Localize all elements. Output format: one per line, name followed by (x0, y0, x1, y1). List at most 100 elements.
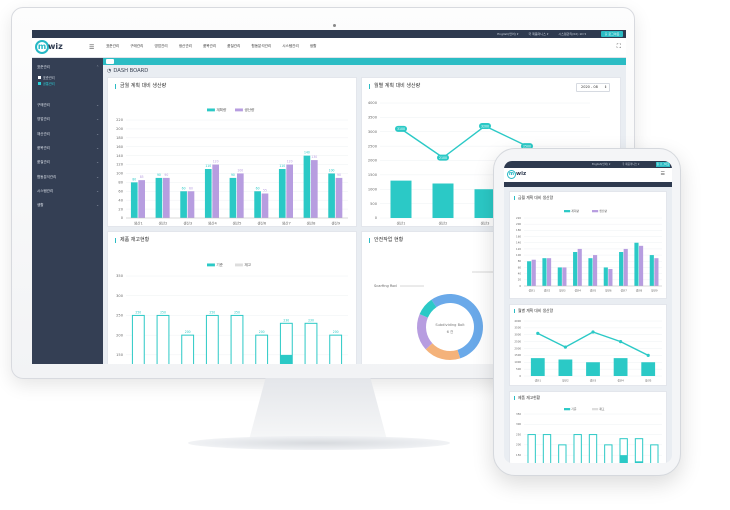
x-tick-label: 생산4 (208, 221, 218, 226)
x-tick-label: 생산8 (636, 289, 643, 293)
y-tick-label: 3500 (514, 326, 521, 330)
fullscreen-icon[interactable]: ⛶ (616, 43, 621, 50)
bar (547, 258, 552, 286)
sidebar-item[interactable]: 품목관리 ⌄ (37, 146, 99, 151)
bar (187, 191, 195, 218)
line-label-pill (479, 123, 491, 129)
x-tick-label: 생산5 (233, 221, 242, 226)
logo[interactable]: m wiz (35, 40, 65, 56)
x-tick-label: 생산8 (307, 221, 317, 226)
y-tick-label: 0 (519, 374, 521, 378)
sidebar-item-label: 협동분석관리 (37, 174, 57, 179)
legend-label: 생산량 (599, 209, 607, 213)
chevron-down-icon: ⌄ (96, 117, 99, 122)
phone-topbar-link[interactable]: English(언어) ▾ (592, 163, 611, 166)
logout-button[interactable]: 출 로그아웃 (601, 31, 623, 37)
bar (237, 173, 244, 218)
phone-screen: English(언어) ▾ 국 제품마니스 ▾ 출 로그아웃 m wiz ☰ 금… (504, 161, 672, 463)
topbar-link[interactable]: 국 제품마니스 ▾ (528, 32, 549, 36)
top-value-label: 250 (135, 310, 141, 314)
bar (204, 169, 212, 218)
menu-item[interactable]: 구매관리 (130, 44, 144, 48)
stock-bar-outline (650, 444, 659, 463)
callout-label: Scarfing Rod (374, 284, 397, 288)
stock-bar-outline (205, 314, 219, 364)
y-tick-label: 200 (516, 443, 521, 447)
y-tick-label: 40 (518, 272, 522, 276)
checkbox-icon (38, 82, 41, 85)
sidebar-subitem[interactable]: 표준관리 (38, 75, 55, 80)
stock-bar-outline (230, 314, 244, 364)
chevron-down-icon: ⌄ (96, 203, 99, 208)
y-tick-label: 150 (516, 453, 521, 457)
header: m wiz ☰ 표준관리 구매관리 영업관리 생산관리 품목관리 품질관리 협동분석관리 시스… (32, 38, 626, 58)
menu-item[interactable]: 품질관리 (227, 44, 241, 48)
legend-label: 재고 (244, 262, 251, 267)
legend-label: 계획량 (216, 107, 227, 112)
menu-item[interactable]: 협동분석관리 (251, 44, 272, 48)
menu-item[interactable]: 영업관리 (154, 44, 168, 48)
line-label-pill (437, 154, 449, 161)
legend-swatch (207, 263, 215, 267)
monitor-stand (249, 378, 387, 440)
x-tick-label: 생산1 (134, 221, 143, 226)
bar (261, 193, 269, 218)
phone-hamburger-icon[interactable]: ☰ (660, 171, 665, 177)
y-tick-label: 500 (516, 367, 521, 371)
menu-item[interactable]: 시스템관리 (282, 44, 299, 48)
month-select[interactable]: 2020 - 08 ⇕ (576, 83, 610, 92)
bar (558, 359, 573, 376)
legend-swatch (564, 210, 571, 213)
sidebar-item[interactable]: 품질관리 ⌄ (37, 160, 99, 165)
y-tick-label: 140 (116, 154, 124, 158)
phone-inventory-chart: 기준재고050100150200250300350 (516, 407, 662, 463)
top-value-label: 200 (259, 330, 265, 334)
donut-center-label: Subdividing Bolt (435, 323, 465, 327)
y-tick-label: 1000 (514, 360, 521, 364)
phone-topbar-link[interactable]: 국 제품마니스 ▾ (622, 163, 640, 166)
menu-item[interactable]: 생산관리 (178, 44, 192, 48)
y-tick-label: 160 (516, 234, 521, 238)
y-tick-label: 150 (116, 353, 124, 357)
x-tick-label: 생산1 (535, 379, 542, 383)
x-tick-label: 생산2 (439, 221, 448, 226)
y-tick-label: 2000 (368, 159, 378, 163)
bar-value-label: 90 (337, 173, 341, 177)
menu-item[interactable]: 생활 (309, 44, 317, 48)
sidebar-subitem[interactable]: 공통관리 (38, 81, 55, 86)
menu-item[interactable]: 표준관리 (106, 44, 120, 48)
y-tick-label: 100 (516, 253, 521, 257)
sidebar-item[interactable]: 재산관리 ⌄ (37, 132, 99, 137)
sidebar-item[interactable]: 생활 ⌄ (37, 203, 99, 208)
phone-logout-button[interactable]: 출 로그아웃 (656, 162, 670, 167)
y-tick-label: 4000 (514, 319, 521, 323)
tab-home[interactable] (106, 59, 114, 64)
sidebar-item[interactable]: 구매관리 ⌄ (37, 103, 99, 108)
monthly-production-chart: 계획량 생산량 0 20 40 60 80 100 120 140 160 180 200 220 80 85… (116, 107, 348, 226)
bar (138, 180, 145, 218)
y-tick-label: 300 (516, 422, 521, 426)
sidebar-item[interactable]: 협동분석관리 ⌄ (37, 175, 99, 180)
bar-value-label: 100 (237, 168, 243, 172)
bar (286, 164, 293, 218)
sidebar-item-label: 영업관리 (37, 117, 50, 122)
sidebar-item[interactable]: 영업관리 ⌄ (37, 117, 99, 122)
sidebar-item-standard[interactable]: 표준관리 ⌃ (37, 65, 99, 70)
stock-bar-outline (304, 322, 318, 364)
phone-panel-title: 월별 계획 대비 생산량 (514, 309, 553, 313)
top-value-label: 230 (308, 318, 314, 322)
tab-strip (103, 58, 626, 65)
phone-frame: English(언어) ▾ 국 제품마니스 ▾ 출 로그아웃 m wiz ☰ 금… (493, 148, 681, 476)
sidebar-item[interactable]: 시스템관리 ⌄ (37, 189, 99, 194)
y-tick-label: 80 (518, 259, 522, 263)
x-tick-label: 생산5 (590, 289, 597, 293)
menu-item[interactable]: 품목관리 (202, 44, 217, 48)
chevron-down-icon: ⌄ (96, 103, 99, 107)
topbar-link[interactable]: 시스템관리(02) 1D ▾ (558, 32, 586, 36)
y-tick-label: 40 (118, 198, 123, 202)
hamburger-icon[interactable]: ☰ (89, 44, 95, 51)
bar (593, 255, 598, 286)
bar-value-label: 60 (189, 186, 193, 190)
topbar-link[interactable]: English(언어) ▾ (497, 32, 519, 36)
y-tick-label: 300 (116, 294, 124, 298)
